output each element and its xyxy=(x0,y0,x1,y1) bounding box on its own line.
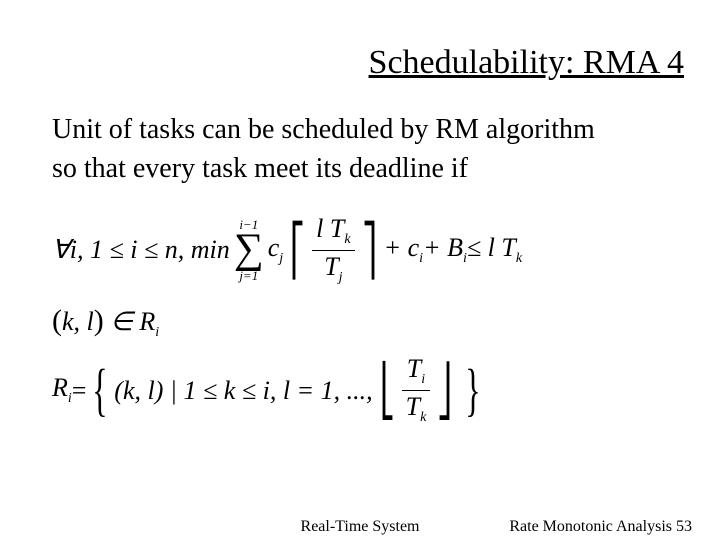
lbrace-icon: { xyxy=(93,367,108,413)
body-text: Unit of tasks can be scheduled by RM alg… xyxy=(52,110,684,188)
frac2-den-sub: k xyxy=(420,410,426,425)
slide-title: Schedulability: RMA 4 xyxy=(369,44,684,82)
frac2-den: Tk xyxy=(402,393,431,426)
summation: i−1 ∑ j=1 xyxy=(234,218,264,282)
floor-left-icon: ⎣ xyxy=(380,371,395,411)
frac-bar xyxy=(312,250,354,251)
cj: c xyxy=(268,233,280,262)
floor-term: ⎣ Ti Tk ⎦ xyxy=(375,355,458,426)
plus-ci: + ci xyxy=(384,233,423,267)
kl-text: k, l xyxy=(62,307,94,336)
sum-lower: j=1 xyxy=(239,269,258,282)
cj-sub: j xyxy=(279,251,283,266)
fraction-Ti-Tk: Ti Tk xyxy=(402,355,431,426)
fraction-lTk-Tj: l Tk Tj xyxy=(312,215,354,286)
plus-Bi-text: + B xyxy=(423,233,463,262)
frac-den: Tj xyxy=(320,253,346,286)
frac-den-text: T xyxy=(324,252,338,281)
frac2-num-sub: i xyxy=(421,372,425,387)
frac-num-text: l T xyxy=(316,214,344,243)
frac2-num-text: T xyxy=(407,354,421,383)
leq-lTk-text: ≤ l T xyxy=(467,233,516,262)
formula-kl-in-Ri: (k, l) ∈ Ri xyxy=(52,304,684,341)
frac2-num: Ti xyxy=(403,355,429,388)
rparen-icon: ) xyxy=(94,304,104,337)
lparen-icon: ( xyxy=(52,304,62,337)
formula-inequality: ∀i, 1 ≤ i ≤ n, min i−1 ∑ j=1 cj ⎡ l Tk T… xyxy=(52,210,684,290)
floor-right-icon: ⎦ xyxy=(437,371,452,411)
ceil-right-icon: ⎤ xyxy=(362,230,377,270)
ceiling-term: ⎡ l Tk Tj ⎤ xyxy=(285,215,381,286)
in-Ri-text: ∈ R xyxy=(104,307,156,336)
plus-ci-text: + c xyxy=(384,233,420,262)
sigma-icon: ∑ xyxy=(234,231,264,269)
frac-den-sub: j xyxy=(339,270,343,285)
lTk-sub: k xyxy=(516,251,522,266)
frac2-den-text: T xyxy=(406,392,420,421)
formula-Ri-set: Ri = { (k, l) | 1 ≤ k ≤ i, l = 1, ..., ⎣… xyxy=(52,355,684,426)
Ri-sub: i xyxy=(155,325,159,340)
body-line-2: so that every task meet its deadline if xyxy=(52,153,468,184)
math-area: ∀i, 1 ≤ i ≤ n, min i−1 ∑ j=1 cj ⎡ l Tk T… xyxy=(52,210,684,426)
footer-right: Rate Monotonic Analysis 53 xyxy=(509,518,692,536)
rbrace-icon: } xyxy=(466,367,481,413)
ceil-left-icon: ⎡ xyxy=(290,230,305,270)
frac-num: l Tk xyxy=(312,215,354,248)
cj-term: cj xyxy=(268,233,283,267)
Ri-text: R xyxy=(52,373,68,402)
frac2-bar xyxy=(402,390,431,391)
eq-sign: = xyxy=(72,376,87,406)
leq-lTk: ≤ l Tk xyxy=(467,233,522,267)
frac-num-sub: k xyxy=(344,232,350,247)
Ri-lhs: Ri xyxy=(52,373,72,407)
plus-Bi: + Bi xyxy=(423,233,467,267)
slide: Schedulability: RMA 4 Unit of tasks can … xyxy=(0,0,720,540)
body-line-1: Unit of tasks can be scheduled by RM alg… xyxy=(52,114,595,145)
set-body: (k, l) | 1 ≤ k ≤ i, l = 1, ..., xyxy=(114,376,372,406)
forall-prefix: ∀i, 1 ≤ i ≤ n, min xyxy=(52,235,230,265)
